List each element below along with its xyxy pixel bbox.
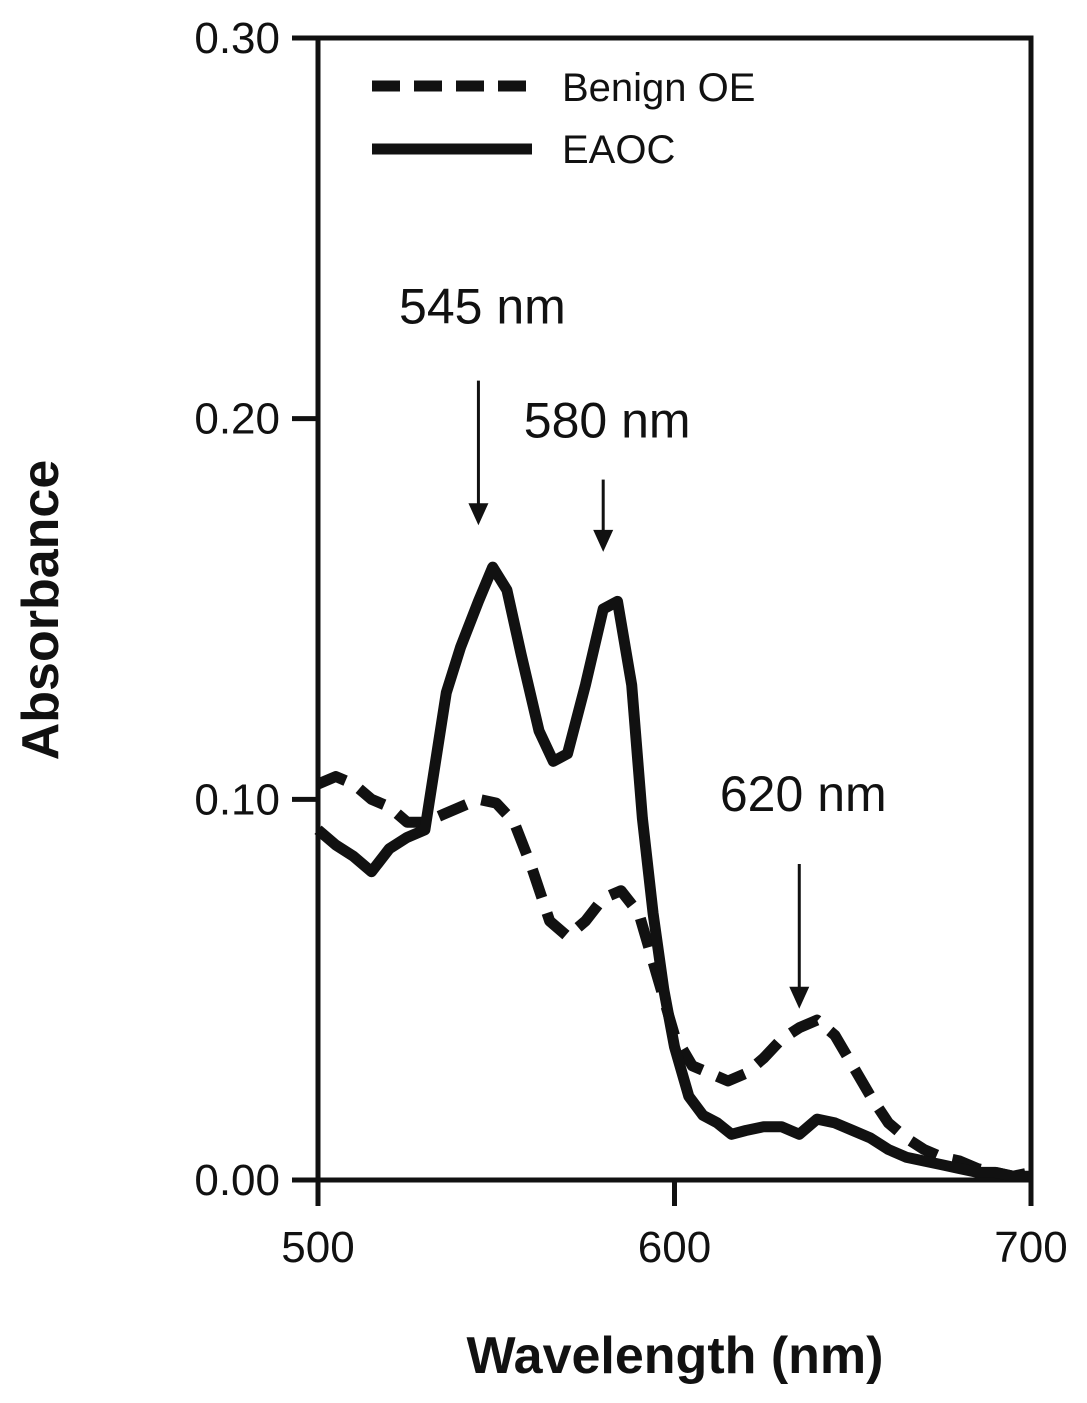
- ticks-layer: 0.00 0.10 0.20 0.30 500 600 700: [194, 14, 1067, 1272]
- annotation-label: 580 nm: [524, 393, 691, 449]
- series-line-benign-oe: [315, 771, 1033, 1182]
- x-tick-label: 500: [281, 1223, 354, 1272]
- y-tick-label: 0.20: [194, 395, 280, 444]
- y-axis-title: Absorbance: [12, 460, 70, 761]
- x-axis-title: Wavelength (nm): [467, 1327, 884, 1385]
- axes-layer: [315, 35, 1034, 1183]
- annotation-label: 545 nm: [399, 279, 566, 335]
- y-tick-label: 0.00: [194, 1156, 280, 1205]
- legend-label-benign-oe: Benign OE: [562, 66, 755, 110]
- annotations-layer: 545 nm 580 nm 620 nm: [399, 279, 887, 1009]
- plot-frame: [315, 35, 1034, 1183]
- annotation-arrow-head: [468, 503, 489, 526]
- series-layer: [314, 561, 1033, 1182]
- annotation-arrow-head: [789, 986, 810, 1009]
- y-tick-label: 0.30: [194, 14, 280, 63]
- annotation-label: 620 nm: [720, 766, 887, 822]
- legend-label-eaoc: EAOC: [562, 128, 675, 172]
- series-line-eaoc: [314, 561, 1031, 1182]
- x-tick-label: 700: [994, 1223, 1067, 1272]
- annotation-arrow-head: [593, 529, 614, 552]
- y-tick-label: 0.10: [194, 775, 280, 824]
- legend: Benign OE EAOC: [372, 66, 755, 172]
- x-tick-label: 600: [638, 1223, 711, 1272]
